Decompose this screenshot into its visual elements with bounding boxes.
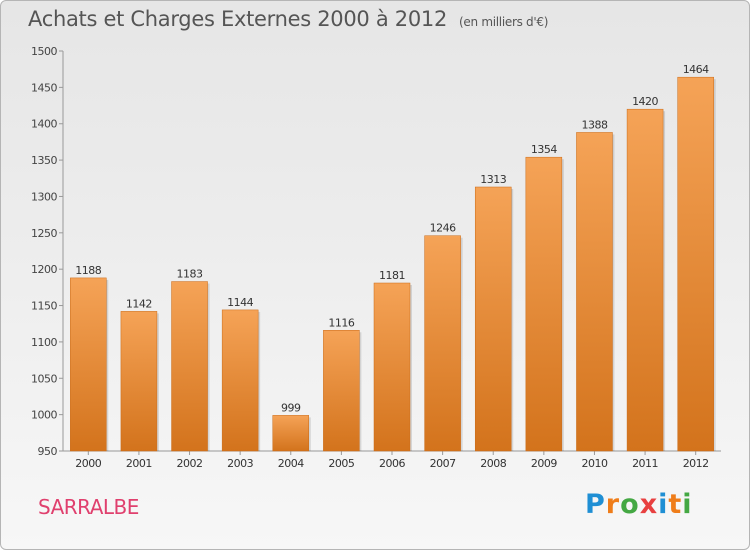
logo-letter: P	[585, 489, 606, 520]
x-tick-label: 2000	[75, 457, 101, 470]
chart-axes: 950 1000 1050 1100 1150 1200 1250 1300 1350 1400 1…	[31, 45, 721, 458]
logo-letter: o	[620, 489, 640, 520]
bar-value-label: 1246	[430, 222, 456, 235]
bar	[626, 108, 664, 452]
bar	[171, 281, 208, 452]
bar-value-label: 1313	[480, 173, 506, 186]
y-tick-label: 1100	[31, 336, 57, 349]
logo-letter: t	[668, 489, 683, 520]
x-tick-label: 2002	[177, 457, 203, 470]
x-tick-label: 2008	[480, 457, 506, 470]
x-tick-label: 2009	[531, 457, 557, 470]
bar	[120, 311, 158, 452]
y-tick-label: 1250	[31, 227, 57, 240]
x-tick-label: 2004	[278, 457, 304, 470]
logo-letter: i	[682, 489, 693, 520]
chart-title-text: Achats et Charges Externes 2000 à 2012	[28, 7, 448, 31]
bar	[525, 156, 563, 452]
bar	[373, 282, 411, 452]
logo-letter: i	[658, 489, 669, 520]
y-tick-label: 950	[38, 445, 58, 458]
bar	[323, 330, 360, 452]
y-tick-label: 1050	[31, 372, 57, 385]
x-tick-label: 2001	[126, 457, 152, 470]
y-tick-label: 1300	[31, 190, 57, 203]
bar-value-label: 1183	[177, 268, 203, 281]
proxiti-logo[interactable]: Proxiti	[585, 489, 693, 520]
bar-value-label: 1116	[328, 316, 354, 329]
chart-bars	[70, 76, 716, 452]
bar	[474, 186, 512, 452]
bar-value-label: 1464	[683, 63, 709, 76]
bar-value-label: 1354	[531, 143, 557, 156]
logo-letter: x	[639, 489, 659, 520]
bar	[70, 277, 107, 452]
x-tick-label: 2006	[379, 457, 405, 470]
chart-title: Achats et Charges Externes 2000 à 2012 (e…	[28, 7, 548, 31]
bar-value-label: 1142	[126, 297, 152, 310]
x-tick-label: 2005	[328, 457, 354, 470]
bar	[677, 76, 714, 452]
y-tick-label: 1150	[31, 300, 57, 313]
x-tick-label: 2012	[683, 457, 709, 470]
x-tick-label: 2011	[632, 457, 658, 470]
logo-letter: r	[605, 489, 621, 520]
bar-value-label: 1388	[581, 118, 607, 131]
bar-value-label: 1188	[75, 264, 101, 277]
bar	[221, 309, 259, 452]
y-tick-label: 1200	[31, 263, 57, 276]
chart-labels: 1188 2000 1142 2001 1183 2002 1144 2003 999 2004 1…	[75, 63, 709, 470]
y-tick-label: 1500	[31, 45, 57, 58]
y-tick-label: 1450	[31, 81, 57, 94]
y-tick-label: 1400	[31, 118, 57, 131]
bar-value-label: 1144	[227, 296, 253, 309]
x-tick-label: 2007	[430, 457, 456, 470]
bar	[424, 235, 461, 452]
bar	[576, 132, 613, 452]
bar-value-label: 999	[281, 401, 301, 414]
x-tick-label: 2010	[581, 457, 607, 470]
bar	[272, 415, 310, 452]
location-label: SARRALBE	[38, 495, 139, 519]
y-tick-label: 1350	[31, 154, 57, 167]
chart-subtitle: (en milliers d'€)	[459, 15, 549, 29]
bar-value-label: 1181	[379, 269, 405, 282]
y-tick-label: 1000	[31, 409, 57, 422]
x-tick-label: 2003	[227, 457, 253, 470]
bar-value-label: 1420	[632, 95, 658, 108]
